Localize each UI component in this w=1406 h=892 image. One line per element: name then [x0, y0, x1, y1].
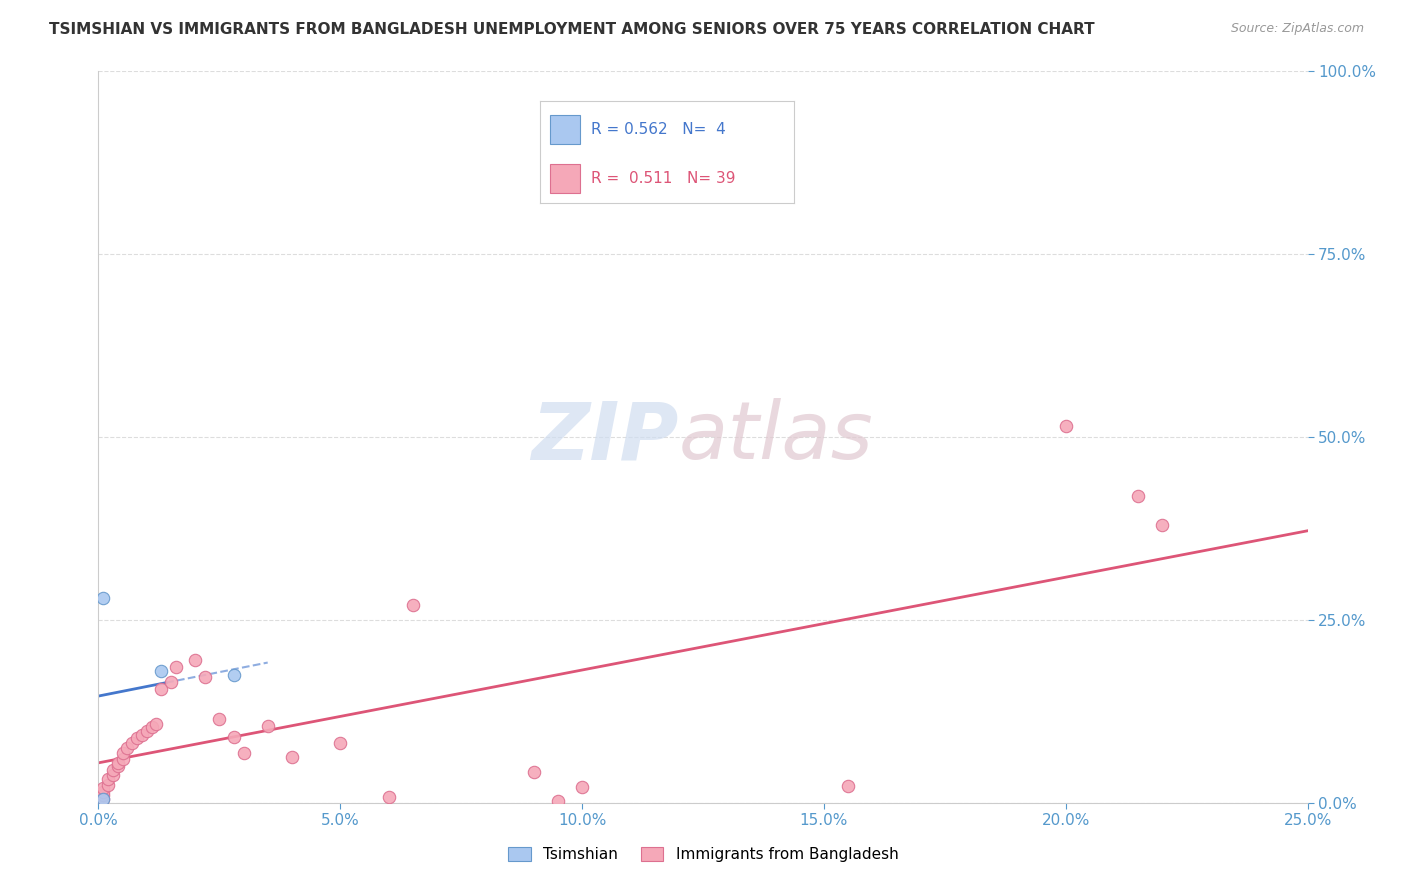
Point	[101, 763, 124, 777]
Point	[571, 780, 593, 794]
Point	[547, 794, 569, 808]
Point	[523, 765, 546, 780]
Point	[281, 750, 304, 764]
Point	[1128, 489, 1150, 503]
Point	[377, 789, 399, 804]
Point	[107, 759, 129, 773]
Point	[1054, 419, 1077, 434]
Text: atlas: atlas	[679, 398, 873, 476]
Point	[160, 675, 183, 690]
Point	[131, 728, 153, 742]
Point	[194, 670, 217, 684]
Point	[117, 740, 139, 755]
Point	[111, 746, 134, 760]
Point	[101, 768, 124, 782]
Point	[145, 716, 167, 731]
Point	[91, 781, 114, 796]
Point	[107, 756, 129, 770]
Point	[121, 736, 143, 750]
Point	[402, 599, 425, 613]
Point	[111, 752, 134, 766]
Point	[91, 792, 114, 806]
Point	[329, 736, 352, 750]
Point	[208, 712, 231, 726]
Point	[184, 653, 207, 667]
Point	[837, 779, 859, 793]
Point	[141, 721, 163, 735]
Point	[91, 792, 114, 806]
Text: Source: ZipAtlas.com: Source: ZipAtlas.com	[1230, 22, 1364, 36]
Point	[91, 785, 114, 799]
Point	[97, 772, 120, 787]
Point	[256, 719, 278, 733]
Legend: Tsimshian, Immigrants from Bangladesh: Tsimshian, Immigrants from Bangladesh	[502, 841, 904, 868]
Point	[97, 778, 120, 792]
Point	[150, 664, 173, 678]
Point	[127, 731, 149, 746]
Point	[1152, 517, 1174, 532]
Point	[150, 682, 173, 697]
Point	[222, 667, 245, 681]
Point	[135, 724, 157, 739]
Point	[91, 789, 114, 803]
Point	[165, 660, 187, 674]
Point	[91, 591, 114, 605]
Point	[222, 730, 245, 744]
Text: TSIMSHIAN VS IMMIGRANTS FROM BANGLADESH UNEMPLOYMENT AMONG SENIORS OVER 75 YEARS: TSIMSHIAN VS IMMIGRANTS FROM BANGLADESH …	[49, 22, 1095, 37]
Point	[232, 746, 254, 760]
Text: ZIP: ZIP	[531, 398, 679, 476]
